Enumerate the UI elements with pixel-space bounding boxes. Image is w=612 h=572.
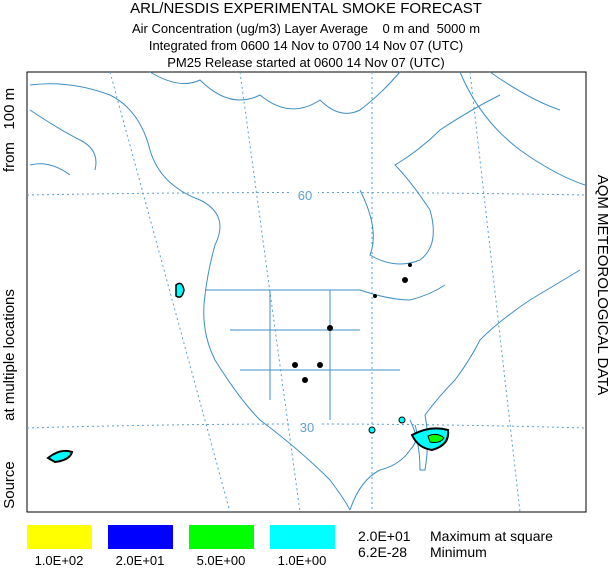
smoke-spot: [292, 362, 298, 368]
map-frame: [26, 71, 587, 513]
legend-label: 1.0E+02: [35, 553, 84, 567]
lat-line: [26, 192, 587, 196]
smoke-spot: [402, 277, 408, 283]
legend: 1.0E+02 2.0E+01 5.0E+00 1.0E+00 2.0E+01 Maxim…: [27, 525, 553, 568]
smoke-spot: [317, 362, 323, 368]
smoke-spot: [327, 325, 333, 331]
subtitle: PM25 Release started at 0600 14 Nov 07 (…: [167, 55, 444, 70]
smoke-spot: [408, 263, 412, 267]
coastline: [149, 71, 401, 114]
label-bg: [290, 186, 318, 202]
stat-value: 6.2E-28: [358, 544, 407, 560]
side-label: Source: [1, 461, 18, 509]
smoke-spot: [373, 294, 377, 298]
lon-line: [109, 71, 231, 513]
legend-swatch: [270, 525, 335, 549]
legend-swatch: [108, 525, 173, 549]
legend-label: 1.0E+00: [278, 553, 327, 567]
smoke-area: [427, 433, 445, 443]
side-label: from 100 m: [1, 88, 18, 172]
title: ARL/NESDIS EXPERIMENTAL SMOKE FORECAST: [130, 0, 482, 17]
lat-label: 60: [298, 188, 312, 203]
subtitle: Air Concentration (ug/m3) Layer Average …: [132, 21, 480, 36]
lon-line: [469, 71, 521, 513]
side-label: at multiple locations: [1, 289, 18, 421]
smoke-spot: [398, 416, 406, 424]
coastline: [459, 71, 586, 186]
legend-swatch: [27, 525, 92, 549]
coastline: [349, 269, 581, 511]
smoke-area: [175, 282, 185, 298]
stat-text: Minimum: [430, 544, 487, 560]
label-bg: [292, 418, 320, 434]
side-label: AQM METEOROLOGICAL DATA: [594, 175, 611, 396]
legend-swatch: [189, 525, 254, 549]
lat-line: [26, 423, 587, 429]
legend-label: 5.0E+00: [197, 553, 246, 567]
smoke-spot: [302, 377, 308, 383]
coastline: [29, 109, 97, 176]
subtitle: Integrated from 0600 14 Nov to 0700 14 N…: [149, 38, 463, 53]
stat-value: 2.0E+01: [358, 528, 411, 544]
lat-label: 30: [300, 420, 314, 435]
borders: [205, 284, 446, 420]
coastline: [29, 83, 351, 511]
lon-line: [239, 71, 301, 513]
map: 60 30: [26, 71, 587, 513]
stat-text: Maximum at square: [430, 528, 553, 544]
smoke-spot: [368, 426, 376, 434]
smoke-area: [46, 449, 74, 464]
legend-label: 2.0E+01: [116, 553, 165, 567]
coastline: [359, 94, 501, 265]
